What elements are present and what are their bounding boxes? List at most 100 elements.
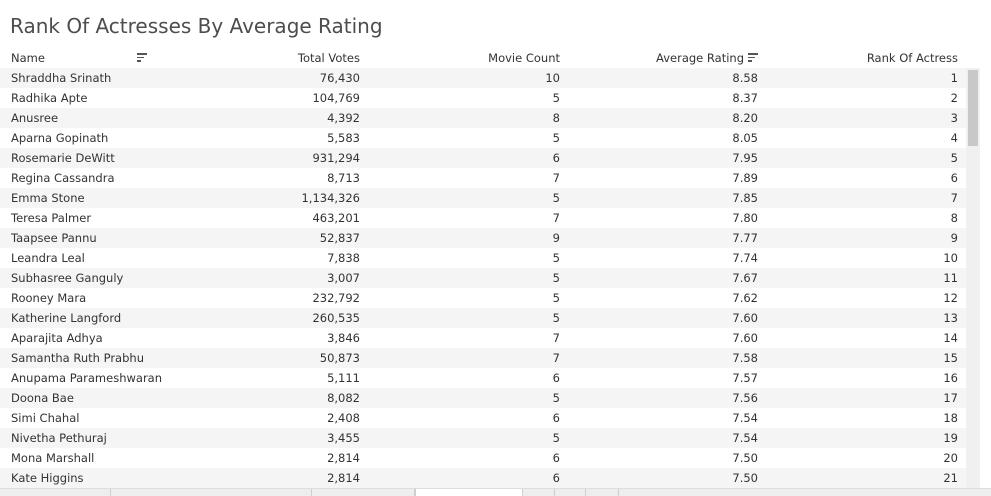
table-row[interactable]: Emma Stone 1,134,326 5 7.85 7 bbox=[0, 188, 966, 208]
cell-name: Anupama Parameshwaran bbox=[11, 371, 163, 385]
cell-movie-count: 5 bbox=[552, 431, 560, 445]
column-header-name[interactable]: Name bbox=[11, 51, 45, 65]
cell-rank: 9 bbox=[950, 231, 958, 245]
table-row[interactable]: Shraddha Srinath 76,430 10 8.58 1 bbox=[0, 68, 966, 88]
cell-total-votes: 260,535 bbox=[312, 311, 360, 325]
cell-total-votes: 50,873 bbox=[319, 351, 360, 365]
table-row[interactable]: Rooney Mara 232,792 5 7.62 12 bbox=[0, 288, 966, 308]
table-row[interactable]: Radhika Apte 104,769 5 8.37 2 bbox=[0, 88, 966, 108]
column-header-movie-count[interactable]: Movie Count bbox=[488, 51, 560, 65]
cell-total-votes: 5,111 bbox=[327, 371, 360, 385]
table-row[interactable]: Kate Higgins 2,814 6 7.50 21 bbox=[0, 468, 966, 488]
cell-movie-count: 6 bbox=[552, 471, 560, 485]
cell-rank: 12 bbox=[943, 291, 958, 305]
cell-average-rating: 8.20 bbox=[732, 111, 758, 125]
horizontal-scrollbar-segment bbox=[555, 489, 586, 496]
cell-rank: 17 bbox=[943, 391, 958, 405]
cell-total-votes: 8,713 bbox=[327, 171, 360, 185]
table-row[interactable]: Samantha Ruth Prabhu 50,873 7 7.58 15 bbox=[0, 348, 966, 368]
cell-total-votes: 3,007 bbox=[327, 271, 360, 285]
cell-name: Katherine Langford bbox=[11, 311, 122, 325]
cell-name: Subhasree Ganguly bbox=[11, 271, 124, 285]
cell-total-votes: 232,792 bbox=[312, 291, 360, 305]
cell-movie-count: 5 bbox=[552, 291, 560, 305]
cell-movie-count: 6 bbox=[552, 371, 560, 385]
cell-total-votes: 4,392 bbox=[327, 111, 360, 125]
cell-total-votes: 104,769 bbox=[312, 91, 360, 105]
column-header-rank[interactable]: Rank Of Actress bbox=[866, 51, 958, 65]
cell-movie-count: 9 bbox=[552, 231, 560, 245]
table-header-row: Name Total Votes Movie Count Average Rat… bbox=[0, 48, 966, 68]
cell-rank: 5 bbox=[950, 151, 958, 165]
cell-name: Regina Cassandra bbox=[11, 171, 115, 185]
cell-rank: 11 bbox=[943, 271, 958, 285]
cell-average-rating: 7.95 bbox=[732, 151, 758, 165]
cell-movie-count: 7 bbox=[552, 351, 560, 365]
sort-descending-icon[interactable] bbox=[748, 53, 758, 62]
cell-rank: 7 bbox=[950, 191, 958, 205]
cell-average-rating: 7.85 bbox=[732, 191, 758, 205]
cell-average-rating: 7.67 bbox=[732, 271, 758, 285]
cell-average-rating: 7.80 bbox=[732, 211, 758, 225]
cell-total-votes: 7,838 bbox=[327, 251, 360, 265]
cell-name: Teresa Palmer bbox=[11, 211, 92, 225]
table-row[interactable]: Nivetha Pethuraj 3,455 5 7.54 19 bbox=[0, 428, 966, 448]
table-row[interactable]: Regina Cassandra 8,713 7 7.89 6 bbox=[0, 168, 966, 188]
cell-rank: 1 bbox=[950, 71, 958, 85]
horizontal-scrollbar-thumb[interactable] bbox=[415, 489, 523, 496]
cell-movie-count: 6 bbox=[552, 151, 560, 165]
horizontal-scrollbar-segment bbox=[0, 489, 111, 496]
table-row[interactable]: Teresa Palmer 463,201 7 7.80 8 bbox=[0, 208, 966, 228]
cell-rank: 15 bbox=[943, 351, 958, 365]
cell-name: Kate Higgins bbox=[11, 471, 84, 485]
column-header-total-votes[interactable]: Total Votes bbox=[297, 51, 360, 65]
cell-total-votes: 2,814 bbox=[327, 471, 360, 485]
cell-name: Aparna Gopinath bbox=[11, 131, 109, 145]
cell-name: Simi Chahal bbox=[11, 411, 80, 425]
cell-name: Radhika Apte bbox=[11, 91, 88, 105]
table-row[interactable]: Anusree 4,392 8 8.20 3 bbox=[0, 108, 966, 128]
cell-average-rating: 7.54 bbox=[732, 411, 758, 425]
table-row[interactable]: Anupama Parameshwaran 5,111 6 7.57 16 bbox=[0, 368, 966, 388]
table-row[interactable]: Subhasree Ganguly 3,007 5 7.67 11 bbox=[0, 268, 966, 288]
cell-total-votes: 8,082 bbox=[327, 391, 360, 405]
cell-rank: 6 bbox=[950, 171, 958, 185]
table-row[interactable]: Simi Chahal 2,408 6 7.54 18 bbox=[0, 408, 966, 428]
cell-movie-count: 8 bbox=[552, 111, 560, 125]
cell-average-rating: 7.50 bbox=[732, 471, 758, 485]
column-header-average-rating[interactable]: Average Rating bbox=[656, 48, 758, 68]
cell-rank: 20 bbox=[943, 451, 958, 465]
cell-movie-count: 7 bbox=[552, 331, 560, 345]
table-row[interactable]: Katherine Langford 260,535 5 7.60 13 bbox=[0, 308, 966, 328]
table-row[interactable]: Aparajita Adhya 3,846 7 7.60 14 bbox=[0, 328, 966, 348]
cell-average-rating: 7.58 bbox=[732, 351, 758, 365]
cell-total-votes: 3,455 bbox=[327, 431, 360, 445]
cell-name: Anusree bbox=[11, 111, 59, 125]
cell-average-rating: 7.74 bbox=[732, 251, 758, 265]
cell-name: Rooney Mara bbox=[11, 291, 87, 305]
vertical-scrollbar-thumb[interactable] bbox=[968, 70, 978, 146]
table-row[interactable]: Rosemarie DeWitt 931,294 6 7.95 5 bbox=[0, 148, 966, 168]
cell-rank: 14 bbox=[943, 331, 958, 345]
cell-rank: 18 bbox=[943, 411, 958, 425]
cell-name: Shraddha Srinath bbox=[11, 71, 112, 85]
sort-descending-icon[interactable] bbox=[137, 53, 147, 62]
cell-average-rating: 7.60 bbox=[732, 331, 758, 345]
table-row[interactable]: Aparna Gopinath 5,583 5 8.05 4 bbox=[0, 128, 966, 148]
cell-name: Nivetha Pethuraj bbox=[11, 431, 107, 445]
cell-average-rating: 7.62 bbox=[732, 291, 758, 305]
table-row[interactable]: Mona Marshall 2,814 6 7.50 20 bbox=[0, 448, 966, 468]
vertical-scrollbar[interactable] bbox=[966, 68, 980, 488]
cell-rank: 19 bbox=[943, 431, 958, 445]
cell-name: Rosemarie DeWitt bbox=[11, 151, 115, 165]
table-row[interactable]: Doona Bae 8,082 5 7.56 17 bbox=[0, 388, 966, 408]
cell-movie-count: 5 bbox=[552, 91, 560, 105]
table-row[interactable]: Leandra Leal 7,838 5 7.74 10 bbox=[0, 248, 966, 268]
horizontal-scrollbar[interactable] bbox=[0, 488, 991, 496]
table-row[interactable]: Taapsee Pannu 52,837 9 7.77 9 bbox=[0, 228, 966, 248]
cell-name: Samantha Ruth Prabhu bbox=[11, 351, 144, 365]
cell-average-rating: 7.54 bbox=[732, 431, 758, 445]
cell-movie-count: 5 bbox=[552, 311, 560, 325]
horizontal-scrollbar-segment bbox=[522, 489, 555, 496]
cell-rank: 16 bbox=[943, 371, 958, 385]
